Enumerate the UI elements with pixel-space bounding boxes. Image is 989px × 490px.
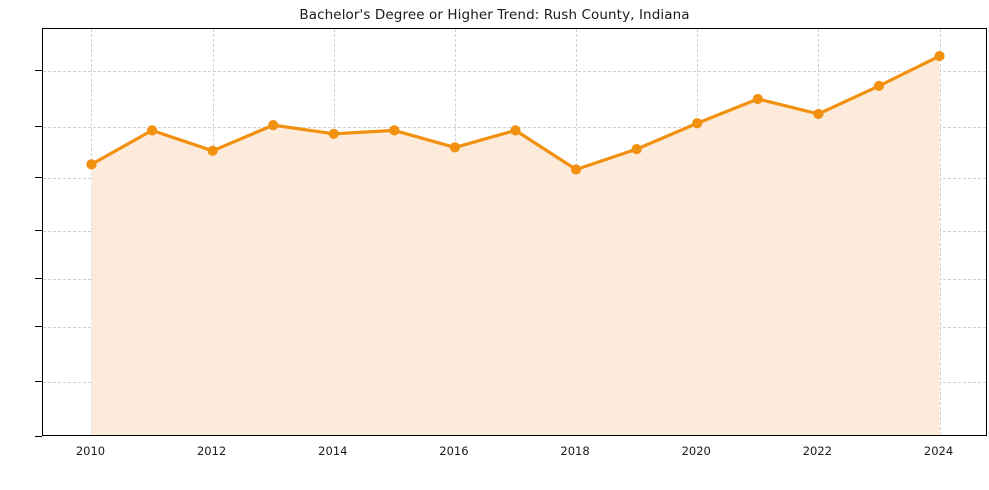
gridline-horizontal bbox=[43, 71, 986, 72]
x-axis-tick-label: 2020 bbox=[681, 444, 711, 458]
x-axis-tick-label: 2016 bbox=[439, 444, 469, 458]
data-point-marker bbox=[389, 125, 400, 136]
y-axis-tick-mark bbox=[35, 381, 42, 382]
data-point-marker bbox=[328, 128, 339, 139]
y-axis-tick-mark bbox=[35, 126, 42, 127]
chart-title: Bachelor's Degree or Higher Trend: Rush … bbox=[299, 7, 690, 23]
series-layer bbox=[86, 50, 945, 435]
data-point-marker bbox=[873, 80, 885, 92]
x-axis-tick-label: 2010 bbox=[75, 444, 106, 458]
x-axis-tick-label: 2018 bbox=[560, 444, 590, 458]
data-point-marker bbox=[207, 145, 218, 156]
data-point-marker bbox=[752, 93, 763, 105]
data-point-marker bbox=[570, 164, 582, 175]
x-axis-tick-label: 2024 bbox=[923, 444, 954, 458]
data-point-marker bbox=[692, 118, 703, 129]
plot-inner bbox=[43, 29, 986, 435]
data-point-marker bbox=[268, 120, 279, 131]
x-axis-tick-label: 2014 bbox=[318, 444, 348, 458]
y-axis-tick-mark bbox=[35, 278, 42, 279]
x-axis-tick-label: 2022 bbox=[802, 444, 833, 458]
data-point-marker bbox=[813, 108, 824, 120]
data-point-marker bbox=[631, 144, 642, 155]
data-point-markers bbox=[86, 50, 945, 175]
y-axis-tick-mark bbox=[35, 70, 42, 71]
x-axis-tick-label: 2012 bbox=[196, 444, 227, 458]
y-axis-tick-mark bbox=[35, 177, 42, 178]
data-point-marker bbox=[934, 50, 945, 62]
data-point-marker bbox=[449, 142, 461, 153]
data-point-marker bbox=[510, 125, 521, 136]
gridline-vertical bbox=[939, 29, 941, 435]
data-point-marker bbox=[146, 125, 158, 136]
data-point-marker bbox=[86, 159, 97, 170]
area-fill bbox=[91, 56, 940, 435]
y-axis-tick-mark bbox=[35, 436, 42, 437]
plot-area bbox=[42, 28, 987, 436]
y-axis-tick-mark bbox=[35, 326, 42, 327]
y-axis-tick-mark bbox=[35, 230, 42, 231]
